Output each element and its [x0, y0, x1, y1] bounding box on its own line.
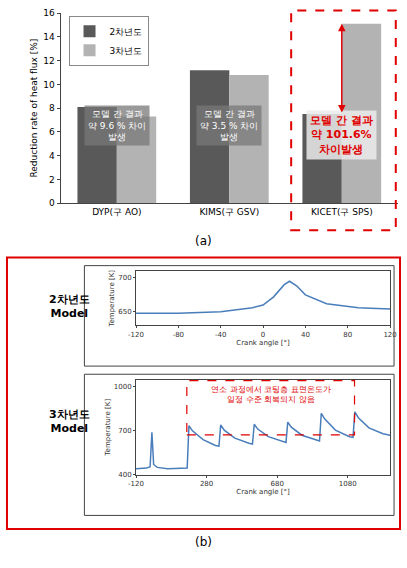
- svg-text:모델 간 결과약 9.6 % 차이발생: 모델 간 결과약 9.6 % 차이발생: [88, 109, 146, 142]
- svg-text:40: 40: [301, 331, 310, 339]
- svg-text:Reduction rate of heat flux [%: Reduction rate of heat flux [%]: [29, 39, 39, 178]
- svg-text:14: 14: [43, 32, 55, 42]
- svg-text:6: 6: [49, 127, 55, 137]
- svg-text:0: 0: [261, 331, 265, 339]
- svg-text:3차년도: 3차년도: [110, 46, 143, 56]
- svg-text:Crank angle [°]: Crank angle [°]: [236, 488, 290, 496]
- svg-text:2차년도Model: 2차년도Model: [49, 293, 90, 320]
- svg-text:1000: 1000: [114, 383, 132, 391]
- svg-text:-40: -40: [215, 331, 226, 339]
- svg-text:12: 12: [43, 56, 54, 66]
- svg-text:Temperature [K]: Temperature [K]: [104, 399, 112, 457]
- svg-text:-80: -80: [173, 331, 184, 339]
- svg-text:10: 10: [43, 80, 55, 90]
- svg-text:8: 8: [49, 103, 55, 113]
- svg-text:400: 400: [118, 471, 131, 479]
- svg-text:-120: -120: [128, 331, 144, 339]
- svg-text:4: 4: [49, 151, 55, 161]
- svg-text:80: 80: [343, 331, 352, 339]
- svg-text:700: 700: [118, 274, 131, 282]
- svg-text:680: 680: [270, 480, 283, 488]
- svg-text:0: 0: [49, 198, 55, 208]
- svg-text:2: 2: [49, 175, 55, 185]
- svg-text:모델 간 결과약 3.5 % 차이발생: 모델 간 결과약 3.5 % 차이발생: [200, 109, 258, 142]
- svg-text:2차년도: 2차년도: [110, 27, 143, 37]
- svg-text:(b): (b): [195, 535, 212, 549]
- svg-text:-120: -120: [128, 480, 144, 488]
- svg-text:Crank angle [°]: Crank angle [°]: [236, 339, 290, 347]
- svg-text:연소 과정에서 코팅층 표면온도가일정 수준 회복되지 않음: 연소 과정에서 코팅층 표면온도가일정 수준 회복되지 않음: [211, 385, 331, 404]
- svg-text:3차년도Model: 3차년도Model: [49, 408, 90, 435]
- svg-text:KICET(구 SPS): KICET(구 SPS): [311, 207, 373, 217]
- svg-text:1080: 1080: [339, 480, 357, 488]
- svg-text:(a): (a): [195, 234, 212, 248]
- svg-text:Temperature [K]: Temperature [K]: [108, 270, 116, 328]
- svg-text:16: 16: [43, 8, 55, 18]
- svg-text:KIMS(구 GSV): KIMS(구 GSV): [199, 207, 259, 217]
- svg-text:650: 650: [118, 308, 131, 316]
- svg-text:280: 280: [200, 480, 213, 488]
- svg-text:DYP(구 AO): DYP(구 AO): [92, 207, 141, 217]
- svg-text:120: 120: [383, 331, 396, 339]
- svg-text:700: 700: [118, 427, 131, 435]
- svg-text:모델 간 결과약 101.6%차이발생: 모델 간 결과약 101.6%차이발생: [310, 114, 373, 156]
